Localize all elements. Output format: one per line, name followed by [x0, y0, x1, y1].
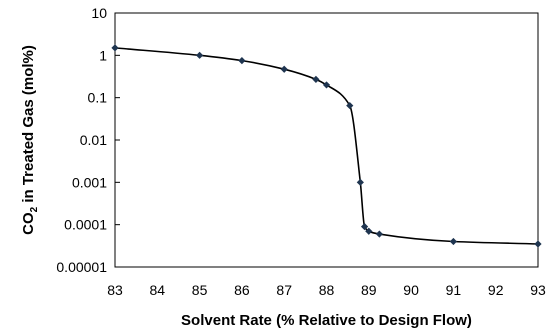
data-point-marker: [360, 223, 369, 231]
y-axis-title-main: CO: [20, 212, 37, 235]
y-tick-label: 0.1: [88, 90, 108, 106]
series-markers: [111, 44, 542, 248]
x-tick-label: 89: [361, 282, 377, 298]
data-point-marker: [346, 101, 354, 110]
x-tick-label: 86: [234, 282, 250, 298]
data-point-marker: [196, 51, 204, 59]
x-tick-label: 92: [488, 282, 504, 298]
data-point-marker: [534, 240, 542, 248]
data-point-marker: [111, 44, 119, 52]
data-point-marker: [322, 81, 331, 89]
x-tick-label: 87: [276, 282, 292, 298]
x-tick-label: 84: [150, 282, 166, 298]
x-tick-label: 91: [446, 282, 462, 298]
data-point-marker: [312, 75, 320, 84]
data-point-marker: [238, 57, 246, 65]
x-tick-label: 90: [403, 282, 419, 298]
data-point-marker: [375, 230, 383, 238]
x-tick-label: 93: [530, 282, 546, 298]
y-axis-title-rest: in Treated Gas (mol%): [20, 45, 37, 207]
y-tick-label: 10: [91, 5, 107, 21]
y-tick-label: 0.0001: [64, 217, 107, 233]
data-point-marker: [280, 65, 288, 73]
y-axis-ticks: 10 1 0.1 0.01 0.001 0.0001 0.00001: [56, 5, 120, 275]
x-tick-label: 88: [319, 282, 335, 298]
data-point-marker: [365, 227, 373, 235]
x-axis-title: Solvent Rate (% Relative to Design Flow): [181, 312, 472, 329]
y-tick-label: 1: [99, 47, 107, 63]
y-tick-label: 0.00001: [56, 259, 107, 275]
data-point-marker: [356, 178, 364, 186]
x-axis-ticks: 83 84 85 86 87 88 89 90 91 92 93: [107, 282, 546, 298]
y-axis-title-sub: 2: [29, 206, 40, 212]
y-axis-title: CO2 in Treated Gas (mol%): [20, 45, 40, 235]
y-tick-label: 0.001: [72, 174, 107, 190]
plot-area: [114, 12, 539, 268]
data-point-marker: [449, 237, 457, 246]
x-tick-label: 85: [192, 282, 208, 298]
x-tick-label: 83: [107, 282, 123, 298]
y-tick-label: 0.01: [80, 132, 107, 148]
